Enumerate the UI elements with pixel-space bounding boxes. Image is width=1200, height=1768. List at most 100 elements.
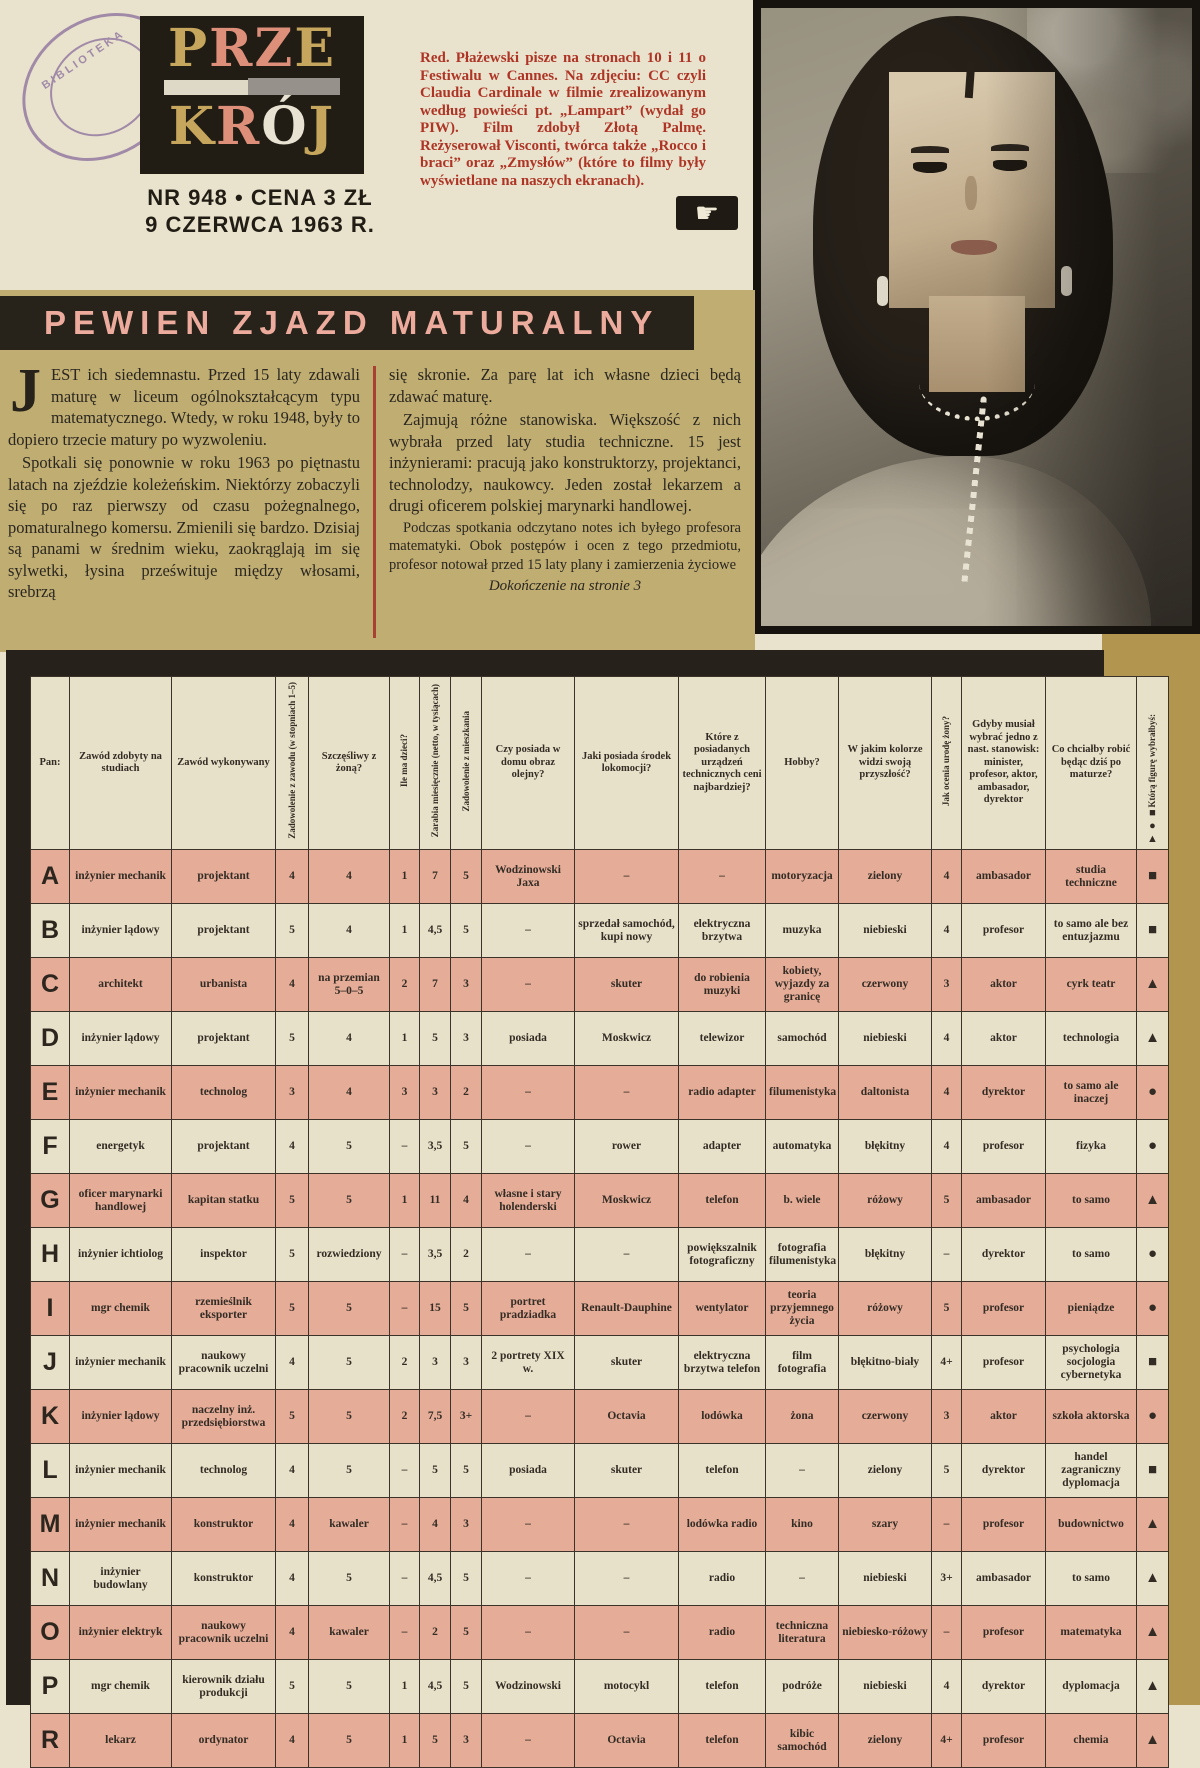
logo-line-1: PRZE — [150, 22, 354, 76]
cell-O-2: naukowy pracownik uczelni — [171, 1605, 276, 1660]
przekroj-logo: PRZE KRÓJ — [140, 16, 364, 174]
column-header-1: Pan: — [30, 676, 70, 850]
cell-F-5: – — [389, 1119, 420, 1174]
cell-E-6: 3 — [419, 1065, 451, 1120]
cell-J-12: błękitno-biały — [838, 1335, 932, 1390]
cell-L-8: posiada — [481, 1443, 575, 1498]
cell-M-9: – — [574, 1497, 679, 1552]
cell-H-12: błękitny — [838, 1227, 932, 1282]
cell-A-2: projektant — [171, 849, 276, 904]
column-header-14: Jak ocenia urodę żony? — [931, 676, 962, 850]
article-column-2: się skronie. Za parę lat ich własne dzie… — [389, 364, 741, 638]
cell-M-12: szary — [838, 1497, 932, 1552]
cell-E-9: – — [574, 1065, 679, 1120]
cell-A-10: – — [678, 849, 766, 904]
row-letter-O: O — [30, 1605, 70, 1660]
cell-C-2: urbanista — [171, 957, 276, 1012]
cell-K-1: inżynier lądowy — [69, 1389, 172, 1444]
cell-K-5: 2 — [389, 1389, 420, 1444]
cell-B-16: ■ — [1136, 903, 1169, 958]
cell-B-8: – — [481, 903, 575, 958]
article-paragraph: Spotkali się ponownie w roku 1963 po pię… — [8, 453, 360, 601]
editor-note: Red. Płażewski pisze na stronach 10 i 11… — [420, 50, 706, 189]
cell-P-6: 4,5 — [419, 1659, 451, 1714]
cell-F-11: automatyka — [765, 1119, 839, 1174]
cell-K-15: szkoła aktorska — [1045, 1389, 1137, 1444]
cell-M-5: – — [389, 1497, 420, 1552]
portrait-shadow-overlay — [761, 8, 1192, 626]
cell-P-7: 5 — [450, 1659, 482, 1714]
cell-H-6: 3,5 — [419, 1227, 451, 1282]
cell-E-12: daltonista — [838, 1065, 932, 1120]
cell-K-10: lodówka — [678, 1389, 766, 1444]
cell-N-6: 4,5 — [419, 1551, 451, 1606]
cell-B-2: projektant — [171, 903, 276, 958]
cell-F-12: błękitny — [838, 1119, 932, 1174]
cell-R-6: 5 — [419, 1713, 451, 1768]
cell-J-7: 3 — [450, 1335, 482, 1390]
cell-D-14: aktor — [961, 1011, 1046, 1066]
cell-N-8: – — [481, 1551, 575, 1606]
cell-I-6: 15 — [419, 1281, 451, 1336]
column-divider-rule — [373, 366, 376, 638]
cell-P-9: motocykl — [574, 1659, 679, 1714]
cell-O-13: – — [931, 1605, 962, 1660]
column-header-5: Szczęśliwy z żoną? — [308, 676, 390, 850]
cell-G-1: oficer marynarki handlowej — [69, 1173, 172, 1228]
cell-L-14: dyrektor — [961, 1443, 1046, 1498]
cell-G-15: to samo — [1045, 1173, 1137, 1228]
cell-H-3: 5 — [275, 1227, 309, 1282]
column-header-label: Jak ocenia urodę żony? — [941, 715, 952, 806]
drop-cap: J — [10, 357, 41, 425]
cell-D-3: 5 — [275, 1011, 309, 1066]
cell-H-7: 2 — [450, 1227, 482, 1282]
cell-J-9: skuter — [574, 1335, 679, 1390]
cell-J-13: 4+ — [931, 1335, 962, 1390]
column-header-9: Czy posiada w domu obraz olejny? — [481, 676, 575, 850]
cell-L-6: 5 — [419, 1443, 451, 1498]
cell-H-14: dyrektor — [961, 1227, 1046, 1282]
cell-N-4: 5 — [308, 1551, 390, 1606]
cell-F-1: energetyk — [69, 1119, 172, 1174]
cell-G-11: b. wiele — [765, 1173, 839, 1228]
column-header-label: Zadowolenie z zawodu (w stopniach 1–5) — [286, 682, 297, 840]
cell-P-5: 1 — [389, 1659, 420, 1714]
cell-P-12: niebieski — [838, 1659, 932, 1714]
row-letter-J: J — [30, 1335, 70, 1390]
cell-M-11: kino — [765, 1497, 839, 1552]
cell-I-2: rzemieślnik eksporter — [171, 1281, 276, 1336]
article-column-1: J EST ich siedemnastu. Przed 15 laty zdaw… — [8, 357, 360, 638]
cell-P-3: 5 — [275, 1659, 309, 1714]
cell-M-14: profesor — [961, 1497, 1046, 1552]
cell-P-14: dyrektor — [961, 1659, 1046, 1714]
row-letter-A: A — [30, 849, 70, 904]
cell-R-2: ordynator — [171, 1713, 276, 1768]
cell-D-13: 4 — [931, 1011, 962, 1066]
cell-A-14: ambasador — [961, 849, 1046, 904]
issue-date: 9 CZERWCA 1963 R. — [145, 212, 375, 237]
hand-glyph: ☛ — [694, 197, 720, 228]
cell-B-11: muzyka — [765, 903, 839, 958]
cell-P-1: mgr chemik — [69, 1659, 172, 1714]
column-header-label: Ile ma dzieci? — [399, 734, 410, 788]
cell-M-8: – — [481, 1497, 575, 1552]
cell-I-13: 5 — [931, 1281, 962, 1336]
cell-O-5: – — [389, 1605, 420, 1660]
cell-D-5: 1 — [389, 1011, 420, 1066]
cell-A-11: motoryzacja — [765, 849, 839, 904]
cell-P-10: telefon — [678, 1659, 766, 1714]
cell-I-7: 5 — [450, 1281, 482, 1336]
column-header-2: Zawód zdobyty na studiach — [69, 676, 172, 850]
column-header-12: Hobby? — [765, 676, 839, 850]
cell-F-3: 4 — [275, 1119, 309, 1174]
cell-H-11: fotografia filumenistyka — [765, 1227, 839, 1282]
cell-D-12: niebieski — [838, 1011, 932, 1066]
cell-D-4: 4 — [308, 1011, 390, 1066]
cell-E-15: to samo ale inaczej — [1045, 1065, 1137, 1120]
cell-A-9: – — [574, 849, 679, 904]
row-letter-D: D — [30, 1011, 70, 1066]
